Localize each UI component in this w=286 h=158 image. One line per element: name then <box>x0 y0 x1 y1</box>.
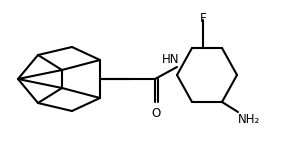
Text: O: O <box>151 107 161 120</box>
Text: F: F <box>200 12 206 25</box>
Text: NH₂: NH₂ <box>238 113 260 126</box>
Text: HN: HN <box>162 53 180 66</box>
